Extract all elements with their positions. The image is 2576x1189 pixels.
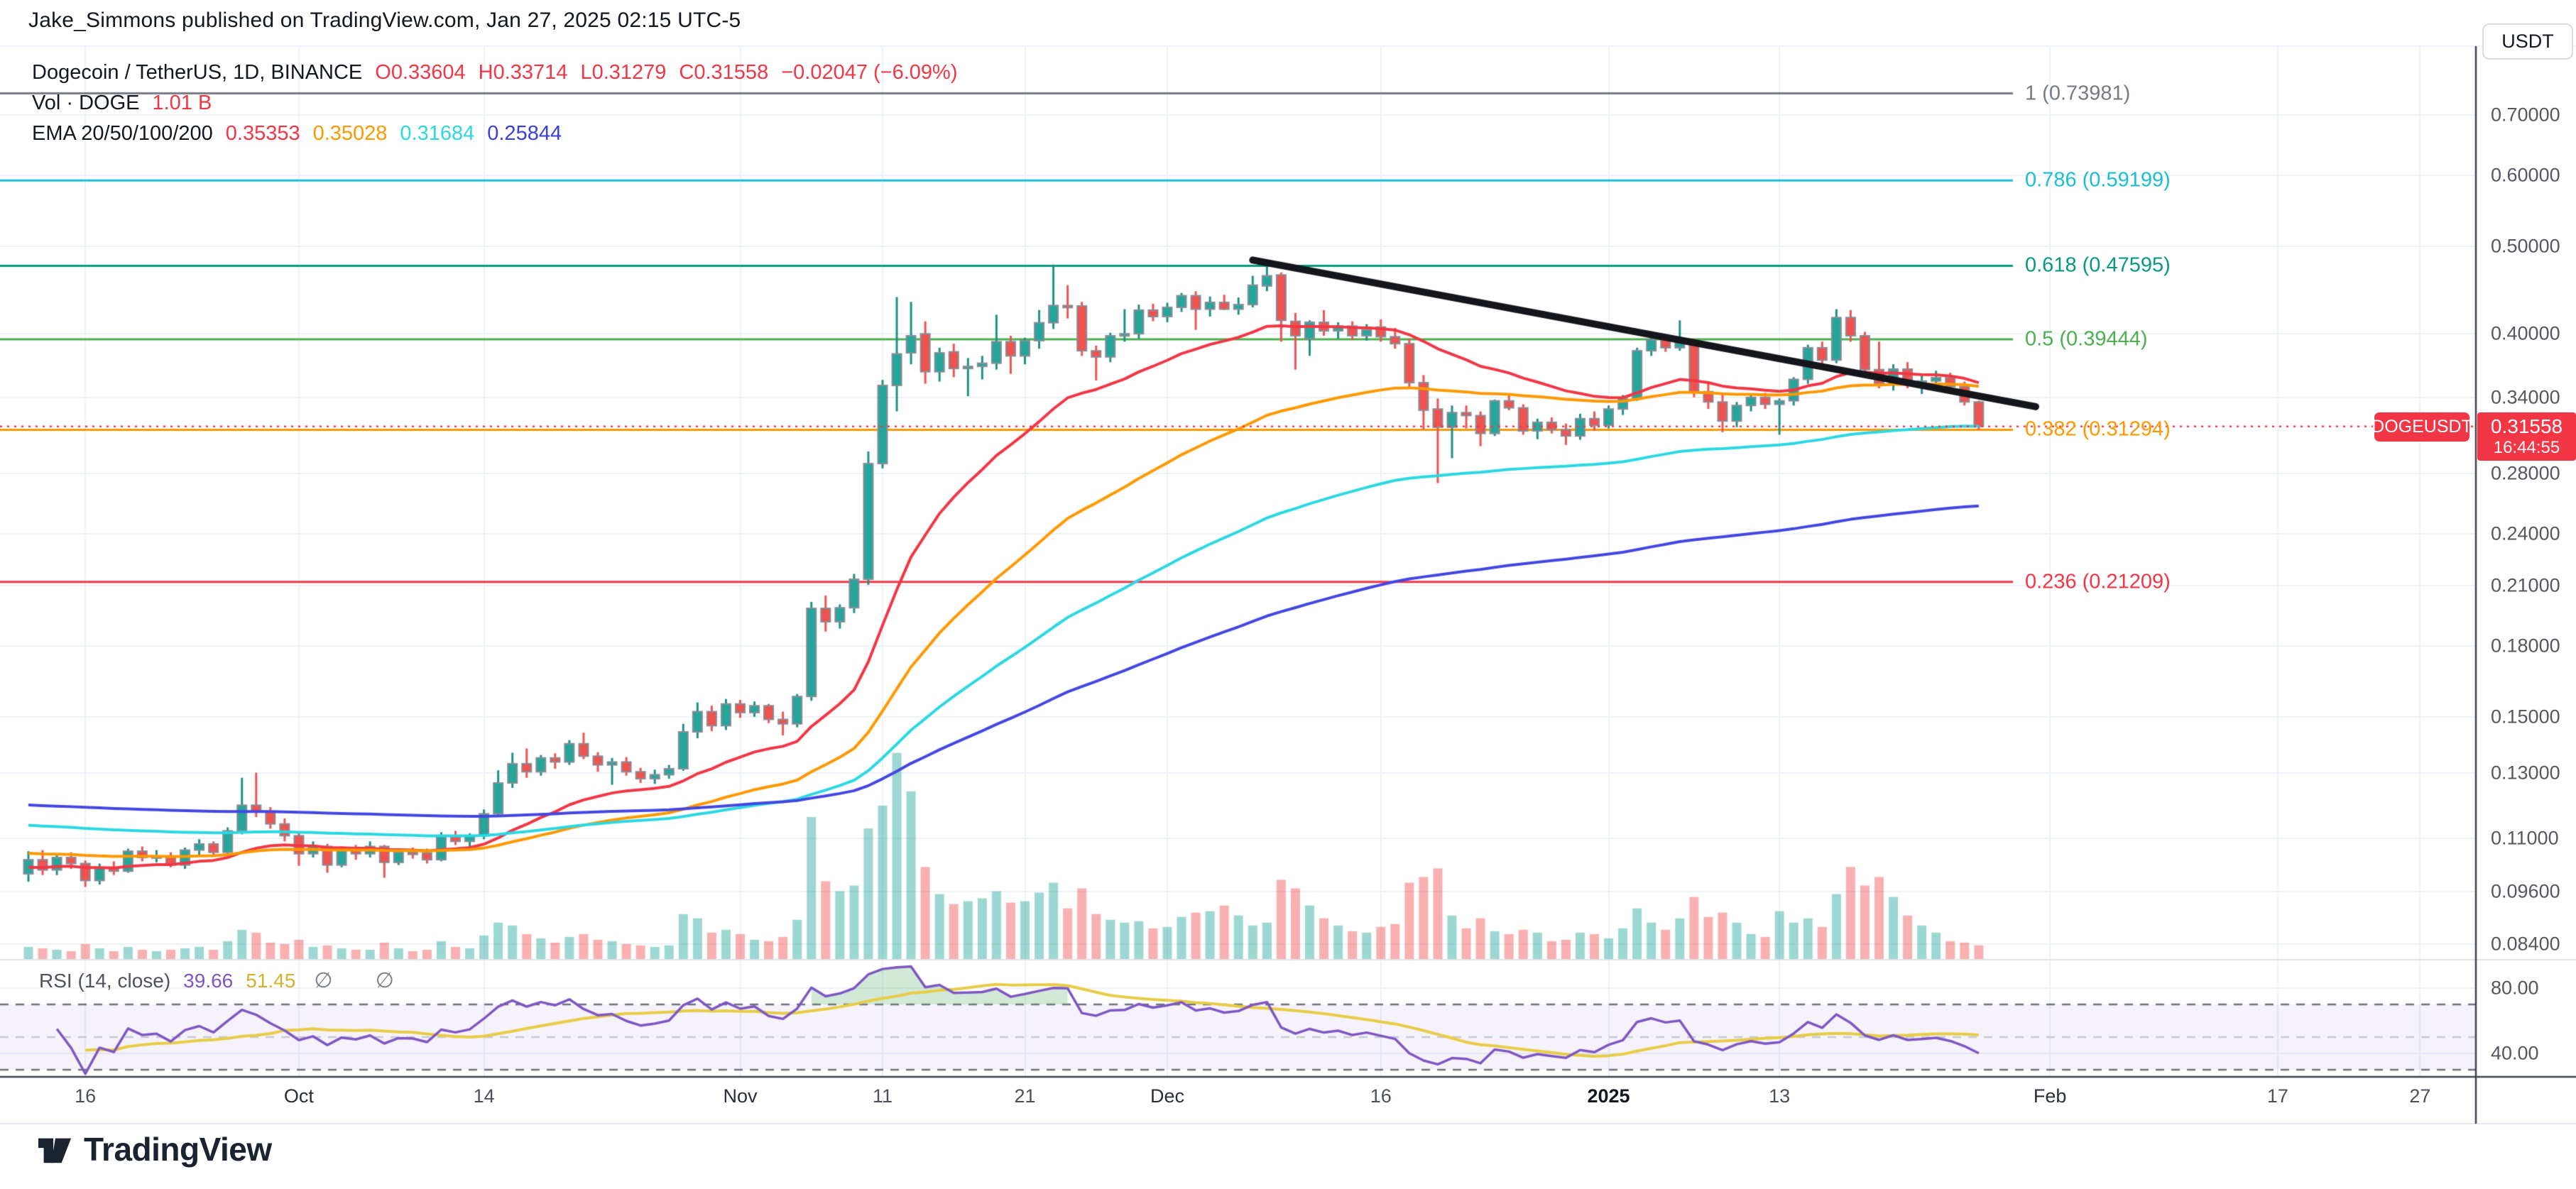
ohlc-high: H0.33714 bbox=[478, 61, 568, 84]
price-tick-label: 0.34000 bbox=[2491, 386, 2560, 408]
symbol-legend-row: Dogecoin / TetherUS, 1D, BINANCE O0.3360… bbox=[32, 61, 958, 84]
price-tick-label: 0.18000 bbox=[2491, 635, 2560, 657]
rsi-empty-set-icons: ∅ ∅ bbox=[314, 969, 413, 992]
fib-level-label: 0.5 (0.39444) bbox=[2025, 327, 2148, 351]
fib-level-label: 0.618 (0.47595) bbox=[2025, 253, 2171, 277]
time-tick-label: Oct bbox=[283, 1085, 314, 1107]
price-tick-label: 0.70000 bbox=[2491, 104, 2560, 126]
ohlc-open: O0.33604 bbox=[375, 61, 466, 84]
time-tick-label: Nov bbox=[723, 1085, 758, 1107]
ema-label[interactable]: EMA 20/50/100/200 bbox=[32, 122, 213, 145]
time-tick-label: 21 bbox=[1014, 1085, 1036, 1107]
time-tick-label: 16 bbox=[1370, 1085, 1392, 1107]
rsi-tick-label: 80.00 bbox=[2491, 977, 2539, 999]
price-tick-label: 0.11000 bbox=[2491, 827, 2559, 849]
price-tick-label: 0.08400 bbox=[2491, 933, 2560, 955]
price-tick-label: 0.24000 bbox=[2491, 522, 2560, 544]
price-tick-label: 0.60000 bbox=[2491, 164, 2560, 186]
last-price-value: 0.31558 bbox=[2490, 415, 2563, 438]
price-tick-label: 0.15000 bbox=[2491, 706, 2560, 728]
rsi-tick-label: 40.00 bbox=[2491, 1042, 2539, 1064]
price-tick-label: 0.09600 bbox=[2491, 880, 2560, 902]
symbol-price-tag: DOGEUSDT bbox=[2372, 412, 2472, 442]
time-tick-label: Dec bbox=[1150, 1085, 1185, 1107]
price-tick-label: 0.13000 bbox=[2491, 762, 2560, 784]
rsi-title[interactable]: RSI (14, close) bbox=[39, 970, 171, 992]
time-tick-label: 13 bbox=[1769, 1085, 1791, 1107]
rsi-legend-value: 51.45 bbox=[246, 970, 296, 992]
price-tick-label: 0.21000 bbox=[2491, 574, 2560, 596]
currency-unit-button[interactable]: USDT bbox=[2482, 23, 2573, 60]
time-tick-label: 14 bbox=[473, 1085, 495, 1107]
attribution-header: Jake_Simmons published on TradingView.co… bbox=[28, 9, 741, 32]
time-tick-label: 11 bbox=[872, 1085, 893, 1107]
tradingview-logo-icon bbox=[38, 1138, 72, 1163]
time-tick-label: 2025 bbox=[1587, 1085, 1630, 1107]
price-tick-label: 0.40000 bbox=[2491, 322, 2560, 344]
time-tick-label: Feb bbox=[2033, 1085, 2067, 1107]
ema-legend-value: 0.35353 bbox=[225, 122, 300, 145]
ema-legend-value: 0.35028 bbox=[312, 122, 388, 145]
ohlc-close: C0.31558 bbox=[679, 61, 769, 84]
rsi-legend-value: 39.66 bbox=[183, 970, 234, 992]
last-price-badge: 0.31558 16:44:55 bbox=[2477, 412, 2576, 461]
tradingview-logo-text: TradingView bbox=[84, 1131, 272, 1168]
ema-legend-value: 0.25844 bbox=[487, 122, 562, 145]
rsi-values: 39.66 51.45 bbox=[183, 970, 295, 992]
fib-level-label: 1 (0.73981) bbox=[2025, 82, 2131, 105]
fib-level-label: 0.382 (0.31294) bbox=[2025, 417, 2171, 441]
tradingview-logo[interactable]: TradingView bbox=[37, 1130, 272, 1168]
price-tick-label: 0.50000 bbox=[2491, 235, 2560, 257]
ohlc-change: −0.02047 (−6.09%) bbox=[781, 61, 958, 84]
volume-value: 1.01 B bbox=[152, 92, 212, 114]
rsi-legend-row: RSI (14, close) 39.66 51.45 ∅ ∅ bbox=[39, 968, 413, 993]
ema-values: 0.35353 0.35028 0.31684 0.25844 bbox=[226, 122, 562, 146]
symbol-title[interactable]: Dogecoin / TetherUS, 1D, BINANCE bbox=[32, 61, 363, 84]
bar-countdown: 16:44:55 bbox=[2493, 438, 2560, 458]
price-tick-label: 0.28000 bbox=[2491, 462, 2560, 484]
time-tick-label: 17 bbox=[2266, 1085, 2288, 1107]
time-tick-label: 27 bbox=[2409, 1085, 2431, 1107]
fib-level-label: 0.236 (0.21209) bbox=[2025, 570, 2171, 593]
volume-legend-row: Vol · DOGE 1.01 B bbox=[32, 92, 212, 115]
volume-label[interactable]: Vol · DOGE bbox=[32, 92, 140, 114]
time-tick-label: 16 bbox=[75, 1085, 97, 1107]
ohlc-low: L0.31279 bbox=[580, 61, 667, 84]
ema-legend-value: 0.31684 bbox=[400, 122, 475, 145]
ema-legend-row: EMA 20/50/100/200 0.35353 0.35028 0.31684 0… bbox=[32, 122, 562, 146]
fib-level-label: 0.786 (0.59199) bbox=[2025, 168, 2171, 192]
